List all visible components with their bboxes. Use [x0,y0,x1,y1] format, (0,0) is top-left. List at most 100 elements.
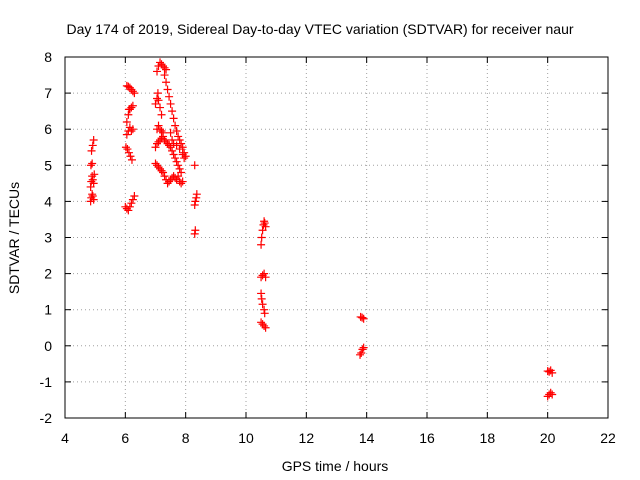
data-point [190,161,199,170]
data-point [160,63,169,72]
data-point [88,190,97,199]
data-point [260,321,269,330]
data-point [153,94,162,103]
data-point [357,349,366,358]
y-tick-label: -1 [40,374,53,390]
data-point [190,201,199,210]
data-point [123,145,132,154]
data-point [171,154,180,163]
data-point [130,191,139,200]
grid-lines [64,56,609,419]
data-point [259,220,268,229]
data-point [260,219,269,228]
data-point [260,269,269,278]
y-tick-label: 3 [44,230,52,246]
data-point [128,125,137,134]
x-tick-label: 12 [299,430,315,446]
data-point [190,229,199,238]
data-point [166,99,175,108]
data-point [154,96,163,105]
y-tick-label: 6 [44,121,52,137]
data-point [168,146,177,155]
data-point [261,222,270,231]
data-point [257,240,266,249]
data-point [356,350,365,359]
data-point [156,103,165,112]
y-tick-label: 2 [44,266,52,282]
data-point [192,190,201,199]
data-point [358,313,367,322]
data-point [88,141,97,150]
data-point [168,107,177,116]
data-point [174,132,183,141]
x-tick-label: 16 [419,430,435,446]
data-point [127,199,136,208]
data-point [151,143,160,152]
data-point [165,92,174,101]
data-point [86,161,95,170]
data-point [126,152,135,161]
data-point [191,226,200,235]
x-tick-label: 10 [238,430,254,446]
data-point [177,179,186,188]
data-point [121,143,130,152]
y-tick-label: -2 [40,410,53,426]
data-point [548,368,557,377]
x-tick-label: 6 [121,430,129,446]
data-point [154,121,163,130]
data-point [548,390,557,399]
data-point [178,177,187,186]
data-point [163,85,172,94]
data-point [172,127,181,136]
data-point [258,300,267,309]
chart-title: Day 174 of 2019, Sidereal Day-to-day VTE… [66,21,573,37]
data-point [128,87,137,96]
data-point [358,345,367,354]
data-point [257,294,266,303]
data-point [88,175,97,184]
x-tick-label: 18 [480,430,496,446]
x-tick-label: 22 [600,430,616,446]
data-points [86,58,557,401]
data-point [175,164,184,173]
x-tick-labels: 4 6 8 10 12 14 16 18 20 22 [61,430,616,446]
data-point [122,117,131,126]
data-point [153,67,162,76]
data-point [88,159,97,168]
data-point [169,114,178,123]
data-point [130,89,139,98]
data-point [178,150,187,159]
data-point [192,193,201,202]
data-point [89,136,98,145]
data-point [175,136,184,145]
data-point [261,323,270,332]
y-tick-label: 0 [44,338,52,354]
y-tick-label: 8 [44,49,52,65]
data-point [166,128,175,137]
data-point [160,172,169,181]
data-point [125,202,134,211]
data-point [160,71,169,80]
x-tick-label: 20 [540,430,556,446]
plot-frame [64,56,609,419]
data-point [162,78,171,87]
data-point [124,105,133,114]
data-point [257,289,266,298]
data-point [171,121,180,130]
data-point [127,155,136,164]
data-point [359,343,368,352]
data-point [87,146,96,155]
data-point [257,233,266,242]
y-tick-label: 7 [44,85,52,101]
x-axis-label: GPS time / hours [282,458,389,474]
data-point [177,139,186,148]
data-point [157,127,166,136]
data-point [128,101,137,110]
data-point [174,161,183,170]
y-tick-label: 5 [44,157,52,173]
data-point [261,273,270,282]
data-point [260,305,269,314]
data-point [260,309,269,318]
data-point [124,110,133,119]
